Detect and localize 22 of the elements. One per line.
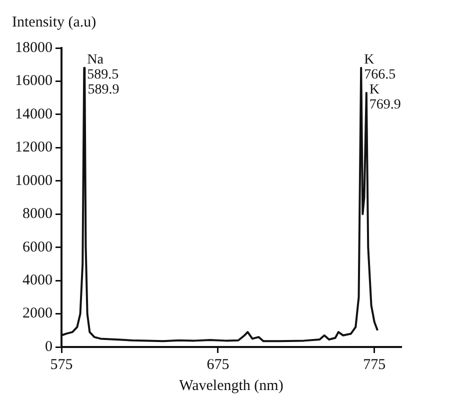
y-tick-label: 10000 <box>15 172 52 189</box>
y-tick-label: 16000 <box>15 73 52 90</box>
annotation: 589.5 <box>87 68 119 83</box>
y-tick-label: 4000 <box>22 272 52 288</box>
annotation: 766.5 <box>364 68 396 83</box>
y-tick-label: 6000 <box>22 239 52 256</box>
x-tick-label: 575 <box>50 356 73 373</box>
y-tick-label: 8000 <box>22 206 52 222</box>
y-tick-label: 12000 <box>15 140 52 156</box>
x-tick-label: 775 <box>363 356 386 373</box>
annotation: K <box>369 82 380 98</box>
annotation: 769.9 <box>369 98 401 113</box>
x-axis-title: Wavelength (nm) <box>179 378 284 394</box>
y-axis-title: Intensity (a.u) <box>12 14 96 30</box>
y-tick-label: 2000 <box>22 306 52 322</box>
y-tick-label: 14000 <box>15 106 52 122</box>
annotation: 589.9 <box>88 82 120 98</box>
x-tick-label: 675 <box>206 356 230 373</box>
y-tick-label: 0 <box>45 338 52 355</box>
annotation: K <box>364 52 374 68</box>
annotation: Na <box>87 52 104 68</box>
y-tick-label: 18000 <box>15 40 52 56</box>
